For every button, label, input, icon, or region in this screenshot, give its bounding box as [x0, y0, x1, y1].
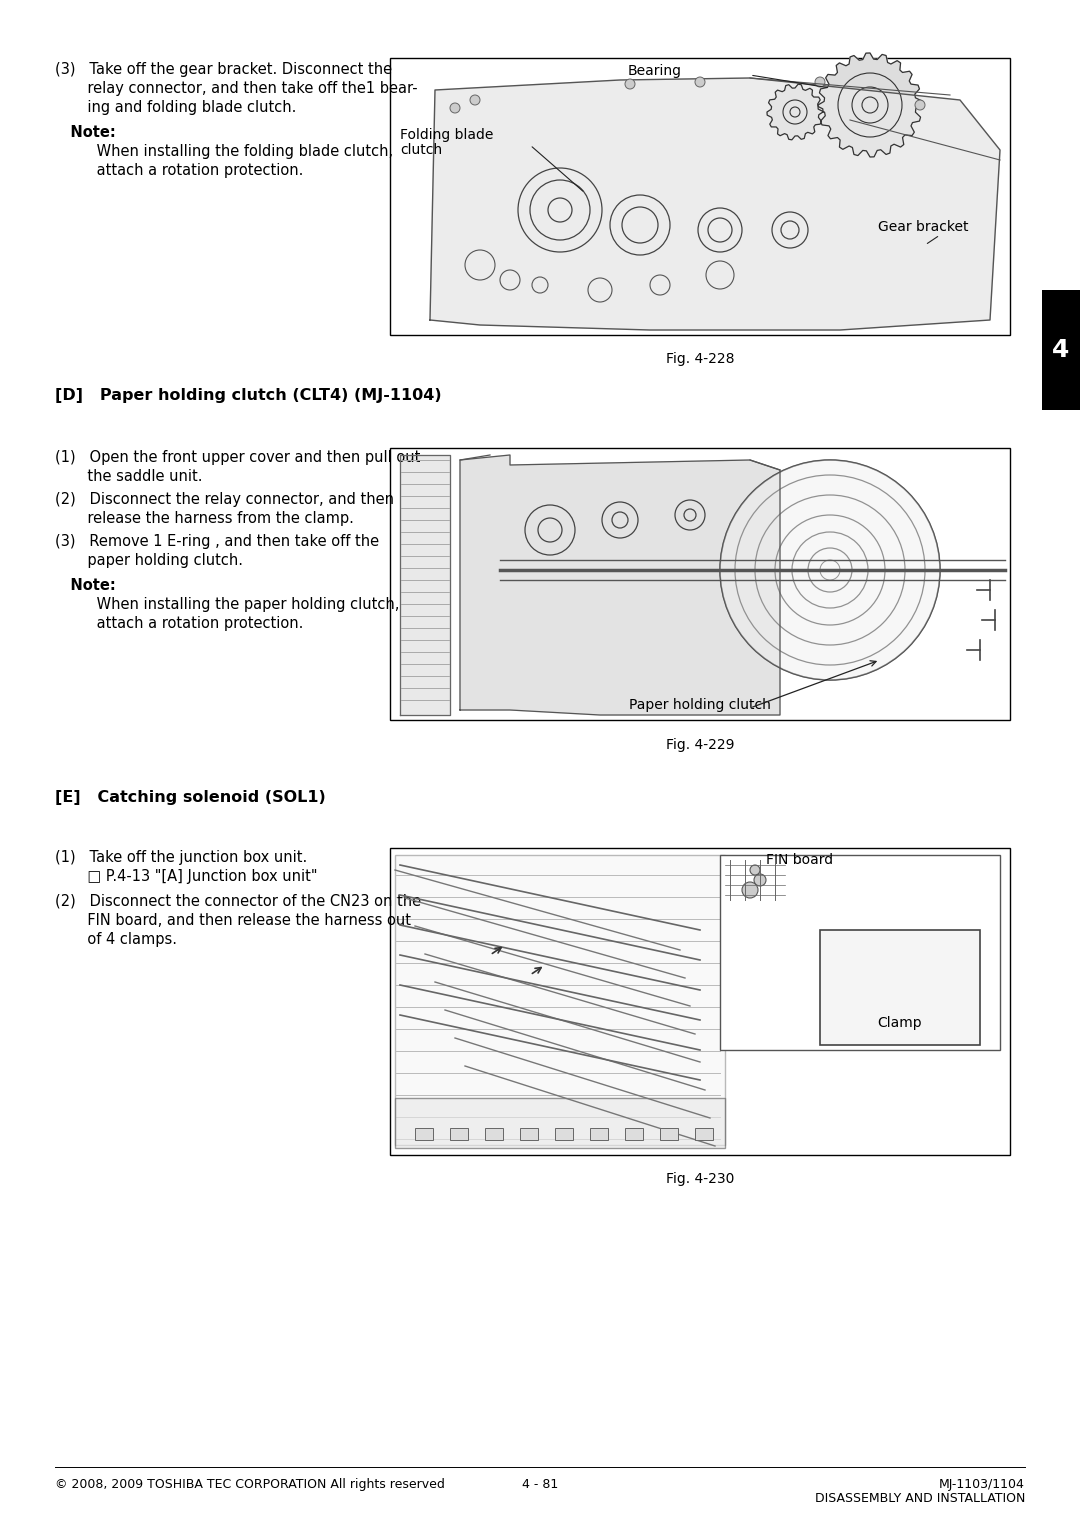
Text: paper holding clutch.: paper holding clutch.: [55, 553, 243, 568]
Text: Fig. 4-230: Fig. 4-230: [665, 1173, 734, 1186]
Text: FIN board, and then release the harness out: FIN board, and then release the harness …: [55, 913, 411, 928]
Ellipse shape: [470, 95, 480, 105]
Bar: [450, 1128, 468, 1141]
Bar: [820, 930, 980, 1044]
Text: (1)   Open the front upper cover and then pull out: (1) Open the front upper cover and then …: [55, 450, 420, 466]
Bar: [390, 847, 1010, 1154]
Bar: [720, 855, 1000, 1051]
Ellipse shape: [742, 883, 758, 898]
Text: □ P.4-13 "[A] Junction box unit": □ P.4-13 "[A] Junction box unit": [55, 869, 318, 884]
Text: © 2008, 2009 TOSHIBA TEC CORPORATION All rights reserved: © 2008, 2009 TOSHIBA TEC CORPORATION All…: [55, 1478, 445, 1490]
Text: FIN board: FIN board: [767, 854, 834, 867]
Bar: [625, 1128, 643, 1141]
Text: Fig. 4-229: Fig. 4-229: [665, 738, 734, 751]
Text: of 4 clamps.: of 4 clamps.: [55, 931, 177, 947]
Bar: [590, 1128, 608, 1141]
Text: release the harness from the clamp.: release the harness from the clamp.: [55, 512, 354, 525]
Ellipse shape: [754, 873, 766, 886]
Text: Bearing: Bearing: [627, 64, 681, 78]
Ellipse shape: [915, 99, 924, 110]
Text: Note:: Note:: [55, 125, 116, 140]
Text: the saddle unit.: the saddle unit.: [55, 469, 203, 484]
Text: ing and folding blade clutch.: ing and folding blade clutch.: [55, 99, 296, 115]
Polygon shape: [400, 455, 450, 715]
Text: Paper holding clutch: Paper holding clutch: [629, 698, 771, 712]
Text: (2)   Disconnect the connector of the CN23 on the: (2) Disconnect the connector of the CN23…: [55, 893, 421, 909]
Text: clutch: clutch: [400, 144, 442, 157]
Text: (1)   Take off the junction box unit.: (1) Take off the junction box unit.: [55, 851, 307, 864]
Text: attach a rotation protection.: attach a rotation protection.: [55, 163, 303, 179]
Text: Fig. 4-228: Fig. 4-228: [665, 353, 734, 366]
Bar: [395, 855, 725, 1145]
Bar: [390, 58, 1010, 334]
Text: Folding blade: Folding blade: [400, 128, 494, 142]
Text: When installing the folding blade clutch,: When installing the folding blade clutch…: [55, 144, 393, 159]
Bar: [519, 1128, 538, 1141]
Text: attach a rotation protection.: attach a rotation protection.: [55, 615, 303, 631]
Text: When installing the paper holding clutch,: When installing the paper holding clutch…: [55, 597, 400, 612]
Text: (3)   Remove 1 E-ring , and then take off the: (3) Remove 1 E-ring , and then take off …: [55, 534, 379, 550]
Bar: [485, 1128, 503, 1141]
Bar: [696, 1128, 713, 1141]
Text: 4 - 81: 4 - 81: [522, 1478, 558, 1490]
Bar: [415, 1128, 433, 1141]
Bar: [660, 1128, 678, 1141]
Bar: [395, 1098, 725, 1148]
Text: 4: 4: [1052, 337, 1069, 362]
Text: Gear bracket: Gear bracket: [878, 220, 969, 234]
Ellipse shape: [815, 76, 825, 87]
Text: MJ-1103/1104: MJ-1103/1104: [940, 1478, 1025, 1490]
Bar: [390, 447, 1010, 721]
Text: (2)   Disconnect the relay connector, and then: (2) Disconnect the relay connector, and …: [55, 492, 394, 507]
Bar: [555, 1128, 573, 1141]
Text: [D]   Paper holding clutch (CLT4) (MJ-1104): [D] Paper holding clutch (CLT4) (MJ-1104…: [55, 388, 442, 403]
Text: (3)   Take off the gear bracket. Disconnect the: (3) Take off the gear bracket. Disconnec…: [55, 63, 392, 76]
Text: relay connector, and then take off the1 bear-: relay connector, and then take off the1 …: [55, 81, 418, 96]
Ellipse shape: [625, 79, 635, 89]
Text: DISASSEMBLY AND INSTALLATION: DISASSEMBLY AND INSTALLATION: [814, 1492, 1025, 1506]
Text: Note:: Note:: [55, 579, 116, 592]
Polygon shape: [460, 455, 780, 715]
Text: [E]   Catching solenoid (SOL1): [E] Catching solenoid (SOL1): [55, 789, 326, 805]
Polygon shape: [767, 84, 823, 140]
Ellipse shape: [750, 864, 760, 875]
Bar: [1042, 290, 1080, 411]
Text: Clamp: Clamp: [878, 1015, 922, 1031]
Ellipse shape: [720, 460, 940, 680]
Ellipse shape: [450, 102, 460, 113]
Polygon shape: [818, 53, 922, 157]
Polygon shape: [430, 78, 1000, 330]
Ellipse shape: [696, 76, 705, 87]
